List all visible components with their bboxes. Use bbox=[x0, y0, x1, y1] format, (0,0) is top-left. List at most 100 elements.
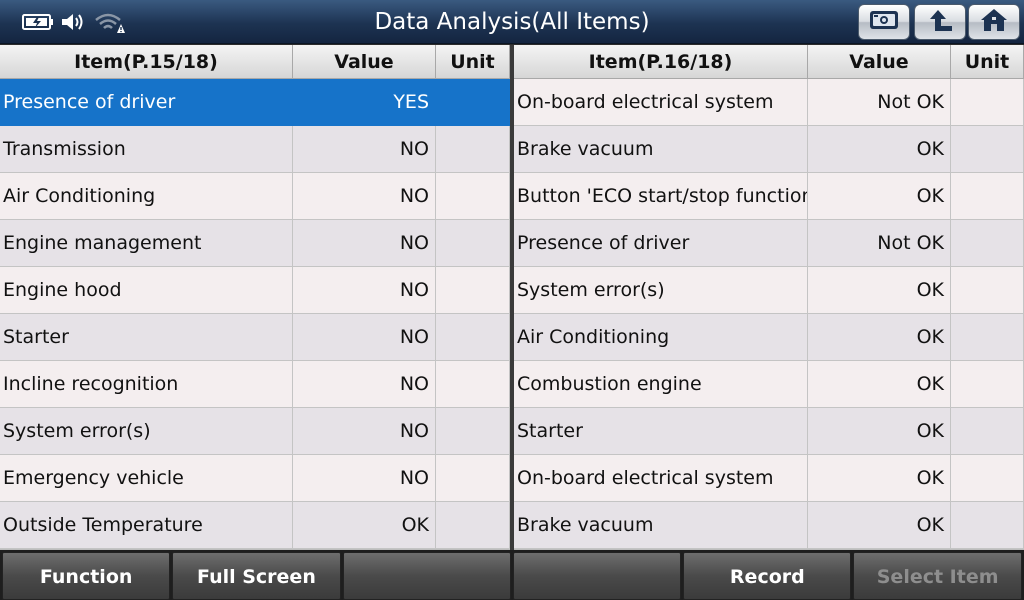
row-item-name: Outside Temperature bbox=[0, 502, 293, 549]
table-row[interactable]: Presence of driver YES bbox=[0, 79, 510, 126]
table-row[interactable]: Presence of driver Not OK bbox=[514, 220, 1024, 267]
table-row[interactable]: Button 'ECO start/stop function' OK bbox=[514, 173, 1024, 220]
battery-icon bbox=[22, 13, 54, 31]
row-value: YES bbox=[293, 79, 436, 126]
row-value: OK bbox=[293, 502, 436, 549]
table-row[interactable]: On-board electrical system OK bbox=[514, 455, 1024, 502]
row-value: NO bbox=[293, 126, 436, 173]
row-unit bbox=[436, 314, 510, 361]
row-value: NO bbox=[293, 314, 436, 361]
column-header-value: Value bbox=[293, 45, 436, 79]
speaker-icon bbox=[60, 11, 88, 33]
function-button[interactable]: Function bbox=[2, 552, 171, 600]
table-row[interactable]: System error(s) NO bbox=[0, 408, 510, 455]
row-unit bbox=[436, 79, 510, 126]
row-item-name: Presence of driver bbox=[514, 220, 808, 267]
row-unit bbox=[951, 267, 1024, 314]
row-item-name: System error(s) bbox=[0, 408, 293, 455]
row-unit bbox=[951, 455, 1024, 502]
row-unit bbox=[951, 502, 1024, 549]
table-row[interactable]: System error(s) OK bbox=[514, 267, 1024, 314]
row-item-name: Brake vacuum bbox=[514, 126, 808, 173]
row-unit bbox=[436, 173, 510, 220]
row-unit bbox=[436, 408, 510, 455]
row-unit bbox=[951, 220, 1024, 267]
row-unit bbox=[436, 455, 510, 502]
row-unit bbox=[951, 361, 1024, 408]
column-header-item: Item(P.15/18) bbox=[0, 45, 293, 79]
row-value: OK bbox=[808, 455, 951, 502]
left-data-table: Item(P.15/18) Value Unit Presence of dri… bbox=[0, 45, 510, 550]
row-value: NO bbox=[293, 220, 436, 267]
row-value: NO bbox=[293, 267, 436, 314]
row-item-name: Engine management bbox=[0, 220, 293, 267]
table-row[interactable]: Transmission NO bbox=[0, 126, 510, 173]
row-item-name: Combustion engine bbox=[514, 361, 808, 408]
back-icon bbox=[924, 7, 956, 37]
title-bar: Data Analysis(All Items) bbox=[0, 0, 1024, 44]
table-row[interactable]: Brake vacuum OK bbox=[514, 126, 1024, 173]
home-button[interactable] bbox=[968, 4, 1020, 40]
row-item-name: Emergency vehicle bbox=[0, 455, 293, 502]
table-row[interactable]: Starter NO bbox=[0, 314, 510, 361]
table-divider bbox=[510, 45, 514, 550]
wifi-warning-icon bbox=[94, 10, 126, 34]
table-row[interactable]: Starter OK bbox=[514, 408, 1024, 455]
column-header-unit: Unit bbox=[436, 45, 510, 79]
row-unit bbox=[436, 502, 510, 549]
table-row[interactable]: Outside Temperature OK bbox=[0, 502, 510, 549]
select-item-button[interactable]: Select Item bbox=[853, 552, 1022, 600]
row-unit bbox=[951, 126, 1024, 173]
table-row[interactable]: Combustion engine OK bbox=[514, 361, 1024, 408]
right-data-table: Item(P.16/18) Value Unit On-board electr… bbox=[514, 45, 1024, 550]
table-row[interactable]: Engine management NO bbox=[0, 220, 510, 267]
row-item-name: System error(s) bbox=[514, 267, 808, 314]
table-header: Item(P.16/18) Value Unit bbox=[514, 45, 1024, 79]
table-row[interactable]: Emergency vehicle NO bbox=[0, 455, 510, 502]
row-value: Not OK bbox=[808, 79, 951, 126]
row-value: OK bbox=[808, 314, 951, 361]
empty-button-4[interactable] bbox=[512, 552, 682, 600]
table-row[interactable]: Air Conditioning OK bbox=[514, 314, 1024, 361]
row-unit bbox=[436, 361, 510, 408]
column-header-item: Item(P.16/18) bbox=[514, 45, 808, 79]
row-value: OK bbox=[808, 126, 951, 173]
row-item-name: Transmission bbox=[0, 126, 293, 173]
snapshot-button[interactable] bbox=[858, 4, 910, 40]
row-item-name: Starter bbox=[514, 408, 808, 455]
row-value: OK bbox=[808, 173, 951, 220]
status-icons bbox=[22, 9, 126, 35]
table-row[interactable]: Air Conditioning NO bbox=[0, 173, 510, 220]
row-value: OK bbox=[808, 267, 951, 314]
table-row[interactable]: Brake vacuum OK bbox=[514, 502, 1024, 549]
row-value: OK bbox=[808, 502, 951, 549]
row-value: OK bbox=[808, 408, 951, 455]
row-unit bbox=[436, 126, 510, 173]
row-item-name: Incline recognition bbox=[0, 361, 293, 408]
row-value: NO bbox=[293, 361, 436, 408]
row-item-name: Starter bbox=[0, 314, 293, 361]
row-unit bbox=[436, 267, 510, 314]
record-button[interactable]: Record bbox=[683, 552, 852, 600]
row-item-name: Air Conditioning bbox=[514, 314, 808, 361]
empty-button-3[interactable] bbox=[342, 552, 511, 600]
column-header-value: Value bbox=[808, 45, 951, 79]
row-value: NO bbox=[293, 455, 436, 502]
row-unit bbox=[436, 220, 510, 267]
bottom-toolbar: Function Full Screen Record Select Item bbox=[0, 550, 1024, 600]
row-item-name: Brake vacuum bbox=[514, 502, 808, 549]
row-unit bbox=[951, 314, 1024, 361]
table-row[interactable]: On-board electrical system Not OK bbox=[514, 79, 1024, 126]
table-row[interactable]: Incline recognition NO bbox=[0, 361, 510, 408]
row-value: Not OK bbox=[808, 220, 951, 267]
back-button[interactable] bbox=[914, 4, 966, 40]
row-item-name: Air Conditioning bbox=[0, 173, 293, 220]
full-screen-button[interactable]: Full Screen bbox=[172, 552, 341, 600]
row-value: NO bbox=[293, 173, 436, 220]
row-value: NO bbox=[293, 408, 436, 455]
page-title: Data Analysis(All Items) bbox=[374, 9, 650, 35]
row-item-name: On-board electrical system bbox=[514, 455, 808, 502]
row-item-name: Engine hood bbox=[0, 267, 293, 314]
row-unit bbox=[951, 173, 1024, 220]
table-row[interactable]: Engine hood NO bbox=[0, 267, 510, 314]
